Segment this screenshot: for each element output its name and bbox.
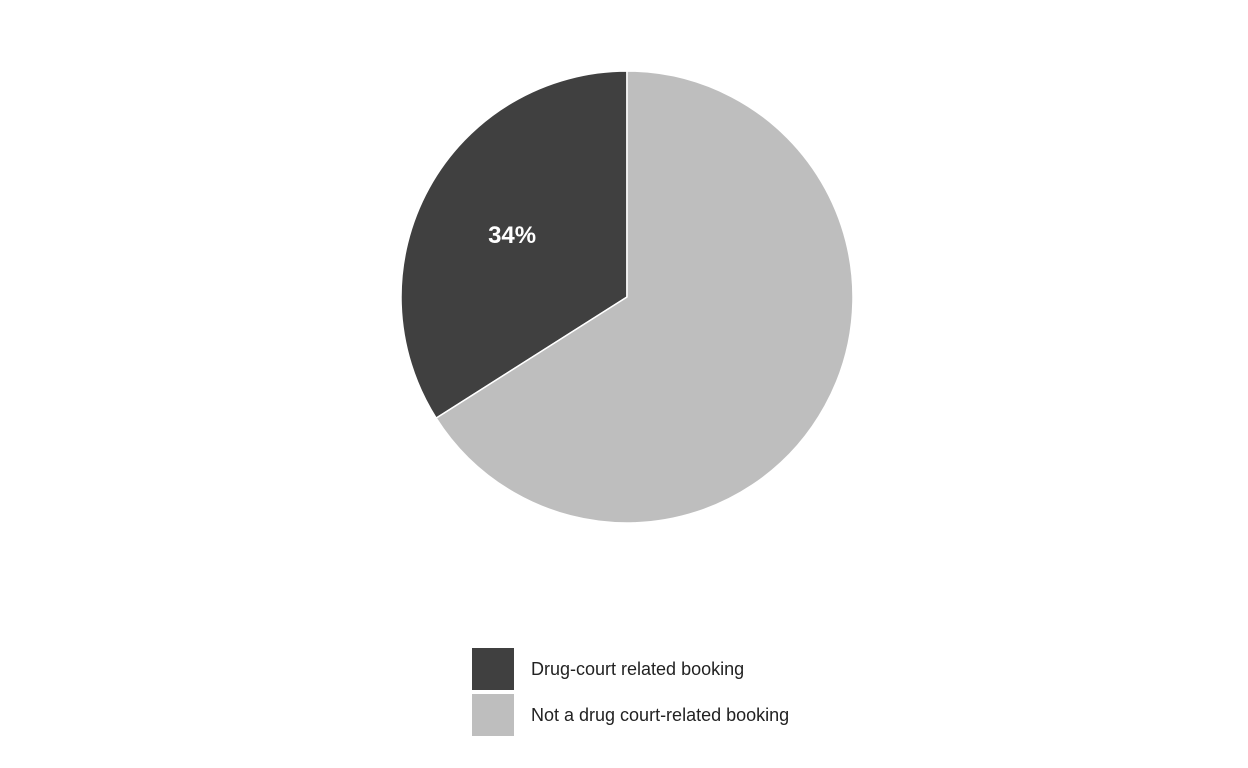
legend-swatch-2 — [472, 694, 514, 736]
legend-label-1: Drug-court related booking — [531, 659, 744, 679]
slice-data-label-1: 34% — [488, 222, 536, 249]
pie-slices — [400, 70, 854, 524]
pie-slice-1 — [400, 70, 628, 420]
pie-slice-2 — [435, 70, 854, 524]
pie-slice-labels: 34% — [488, 222, 536, 249]
legend: Drug-court related booking Not a drug cou… — [472, 648, 789, 736]
legend-swatch-1 — [472, 648, 514, 690]
legend-label-2: Not a drug court-related booking — [531, 705, 789, 725]
